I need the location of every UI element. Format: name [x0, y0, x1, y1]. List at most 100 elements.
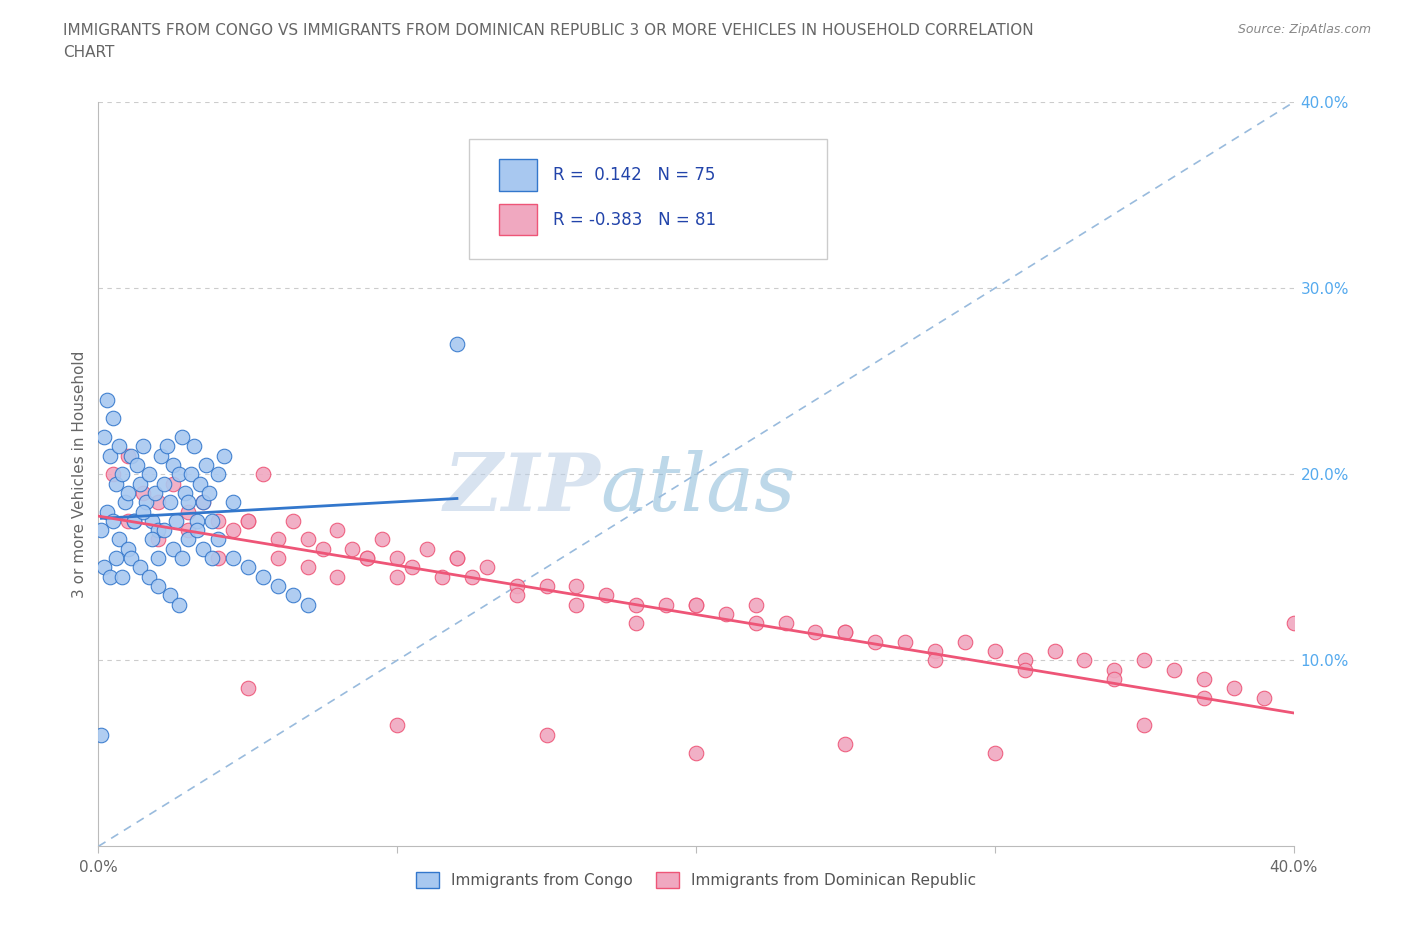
Point — [356, 551, 378, 565]
Point — [1282, 616, 1305, 631]
Point — [1133, 653, 1156, 668]
Text: ZIP: ZIP — [443, 450, 600, 528]
Point — [536, 578, 558, 593]
Point — [1192, 671, 1215, 686]
Point — [148, 551, 170, 565]
Point — [132, 485, 155, 500]
Point — [565, 597, 588, 612]
Point — [446, 551, 468, 565]
Point — [252, 467, 274, 482]
Point — [267, 578, 290, 593]
Point — [143, 485, 166, 500]
Point — [105, 476, 128, 491]
Point — [172, 551, 194, 565]
Point — [162, 458, 184, 472]
Point — [127, 458, 149, 472]
Point — [177, 504, 200, 519]
Point — [201, 513, 224, 528]
Point — [506, 588, 529, 603]
Point — [114, 495, 136, 510]
Point — [595, 588, 617, 603]
Point — [565, 578, 588, 593]
Point — [167, 597, 190, 612]
Point — [177, 495, 200, 510]
Point — [120, 551, 142, 565]
Point — [186, 513, 208, 528]
Point — [186, 523, 208, 538]
Point — [165, 513, 187, 528]
Point — [103, 411, 125, 426]
Point — [207, 467, 229, 482]
Point — [385, 718, 409, 733]
Point — [281, 513, 304, 528]
Point — [150, 448, 173, 463]
Point — [685, 597, 707, 612]
Point — [188, 476, 211, 491]
Point — [162, 541, 184, 556]
Point — [953, 634, 976, 649]
Point — [1014, 653, 1036, 668]
Point — [655, 597, 678, 612]
Point — [156, 439, 179, 454]
Point — [416, 541, 439, 556]
Point — [267, 532, 290, 547]
Point — [446, 337, 468, 352]
Point — [120, 448, 142, 463]
Point — [984, 746, 1007, 761]
Point — [177, 532, 200, 547]
Point — [894, 634, 917, 649]
Point — [212, 448, 235, 463]
Point — [148, 495, 170, 510]
Point — [191, 541, 214, 556]
Point — [222, 495, 245, 510]
Text: Source: ZipAtlas.com: Source: ZipAtlas.com — [1237, 23, 1371, 36]
Point — [446, 551, 468, 565]
Point — [103, 513, 125, 528]
Point — [167, 467, 190, 482]
Text: CHART: CHART — [63, 45, 115, 60]
Point — [475, 560, 498, 575]
Point — [153, 476, 176, 491]
Point — [311, 541, 333, 556]
Point — [93, 560, 115, 575]
Point — [124, 513, 146, 528]
Point — [117, 541, 139, 556]
Point — [183, 439, 205, 454]
Point — [267, 551, 290, 565]
Point — [924, 644, 946, 658]
Point — [117, 448, 139, 463]
Point — [1192, 690, 1215, 705]
Point — [461, 569, 484, 584]
Point — [111, 467, 134, 482]
Point — [297, 560, 319, 575]
Point — [745, 597, 768, 612]
Point — [117, 485, 139, 500]
Point — [236, 681, 259, 696]
Point — [745, 616, 768, 631]
Text: atlas: atlas — [600, 450, 796, 528]
Point — [138, 569, 160, 584]
Point — [924, 653, 946, 668]
Point — [297, 532, 319, 547]
Point — [98, 569, 122, 584]
Point — [103, 467, 125, 482]
Point — [804, 625, 827, 640]
Point — [198, 485, 221, 500]
Point — [201, 551, 224, 565]
FancyBboxPatch shape — [470, 140, 828, 259]
Point — [356, 551, 378, 565]
Point — [177, 523, 200, 538]
Point — [1133, 718, 1156, 733]
Point — [180, 467, 202, 482]
Point — [685, 746, 707, 761]
Point — [385, 551, 409, 565]
Point — [1104, 671, 1126, 686]
Point — [222, 523, 245, 538]
Point — [93, 430, 115, 445]
Point — [1223, 681, 1246, 696]
Point — [297, 597, 319, 612]
Point — [326, 523, 349, 538]
Point — [1253, 690, 1275, 705]
Point — [685, 597, 707, 612]
Text: IMMIGRANTS FROM CONGO VS IMMIGRANTS FROM DOMINICAN REPUBLIC 3 OR MORE VEHICLES I: IMMIGRANTS FROM CONGO VS IMMIGRANTS FROM… — [63, 23, 1033, 38]
